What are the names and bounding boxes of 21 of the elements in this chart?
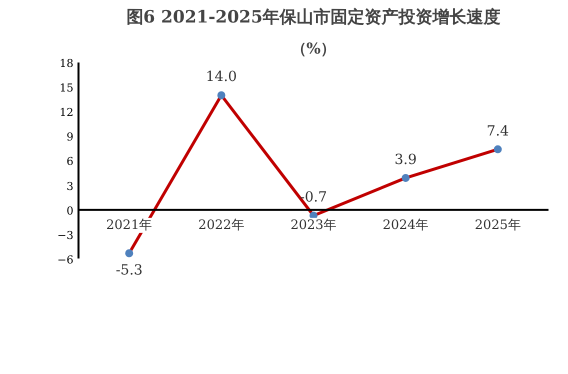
chart-title: 图6 2021-2025年保山市固定资产投资增长速度 — [126, 8, 501, 28]
y-tick-label: 12 — [60, 106, 74, 120]
x-tick-label: 2025年 — [474, 218, 521, 233]
y-tick-label: −3 — [57, 228, 74, 242]
y-tick-label: 0 — [66, 204, 74, 218]
y-tick-label: 18 — [60, 57, 74, 70]
x-tick-label: 2023年 — [290, 218, 337, 233]
data-label: -0.7 — [300, 190, 327, 206]
y-tick-label: −6 — [57, 253, 74, 266]
x-tick-label: 2022年 — [198, 218, 244, 233]
data-label: 14.0 — [206, 69, 237, 86]
y-tick-label: 9 — [66, 130, 74, 144]
y-tick-label: 6 — [66, 155, 74, 168]
x-tick-label: 2021年 — [106, 218, 152, 233]
x-tick-label: 2024年 — [382, 218, 429, 233]
data-label: 7.4 — [486, 123, 510, 140]
y-tick-label: 15 — [60, 82, 74, 95]
data-label: -5.3 — [116, 262, 143, 278]
chart-subtitle: （%） — [291, 40, 336, 58]
y-tick-label: 3 — [66, 180, 74, 193]
data-label: 3.9 — [394, 152, 417, 168]
